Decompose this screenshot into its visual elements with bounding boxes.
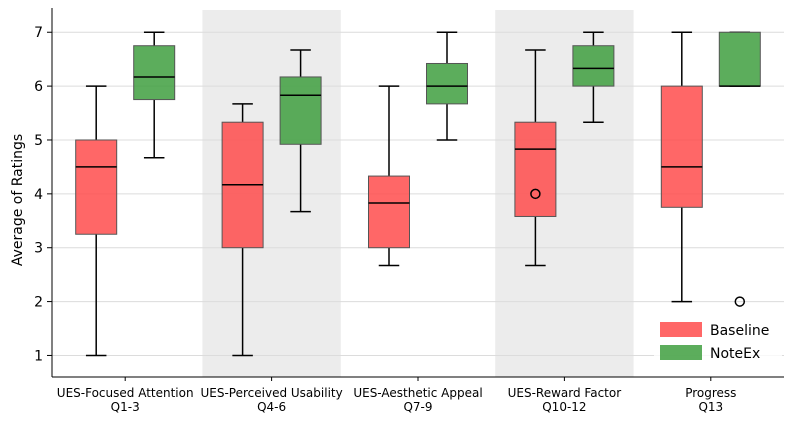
x-tick-sublabel: Q1-3 xyxy=(111,400,140,414)
x-tick-label: UES-Focused Attention xyxy=(57,386,194,400)
x-tick-label: Progress xyxy=(685,386,736,400)
y-tick-label: 1 xyxy=(34,348,43,364)
x-tick-sublabel: Q13 xyxy=(698,400,723,414)
legend-label: Baseline xyxy=(710,323,769,339)
baseline-box xyxy=(75,139,118,235)
baseline-box xyxy=(514,121,557,217)
y-tick-label: 6 xyxy=(34,79,43,95)
x-tick-label: UES-Aesthetic Appeal xyxy=(353,386,482,400)
outlier-point xyxy=(734,296,746,307)
noteex-box xyxy=(426,62,468,105)
x-tick-label: UES-Perceived Usability xyxy=(200,386,342,400)
x-tick-sublabel: Q4-6 xyxy=(257,400,286,414)
y-axis-label: Average of Ratings xyxy=(10,134,26,266)
y-tick-label: 7 xyxy=(34,25,43,41)
noteex-box xyxy=(572,45,615,87)
x-tick-label: UES-Reward Factor xyxy=(508,386,622,400)
y-tick-label: 2 xyxy=(34,295,43,311)
noteex-box xyxy=(718,31,761,87)
boxes-layer xyxy=(75,31,761,357)
noteex-box xyxy=(133,45,176,101)
y-tick-label: 4 xyxy=(34,187,43,203)
baseline-box xyxy=(368,175,410,249)
y-tick-label: 5 xyxy=(34,133,43,149)
y-tick-label: 3 xyxy=(34,241,43,257)
legend-swatch xyxy=(660,322,702,337)
noteex-box xyxy=(279,76,322,145)
baseline-box xyxy=(660,85,703,208)
legend-swatch xyxy=(660,345,702,360)
outlier-point xyxy=(530,188,541,200)
x-tick-sublabel: Q7-9 xyxy=(403,400,432,414)
legend-label: NoteEx xyxy=(710,346,760,362)
x-tick-sublabel: Q10-12 xyxy=(542,400,586,414)
legend: Baseline NoteEx xyxy=(654,314,782,372)
